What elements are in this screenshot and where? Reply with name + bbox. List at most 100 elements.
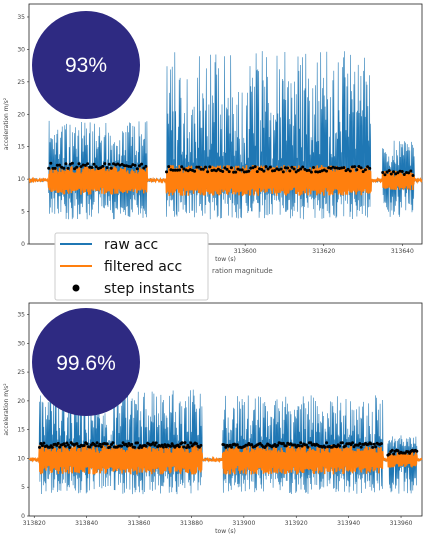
step-point <box>288 169 292 173</box>
step-point <box>63 444 67 448</box>
step-point <box>396 171 400 175</box>
step-point <box>314 170 318 174</box>
badge-circle <box>32 308 140 416</box>
step-point <box>323 445 327 449</box>
step-point <box>66 166 70 170</box>
step-point <box>62 166 66 170</box>
y-tick-label: 30 <box>17 340 25 347</box>
step-point <box>343 444 347 448</box>
step-point <box>182 445 186 449</box>
step-point <box>105 166 109 170</box>
step-point <box>208 165 212 169</box>
step-point <box>329 166 333 170</box>
step-point <box>353 165 357 169</box>
series-step-instants <box>38 441 419 457</box>
step-point <box>88 445 92 449</box>
x-tick-label: 313900 <box>232 520 255 527</box>
step-point <box>111 441 115 445</box>
step-point <box>94 444 98 448</box>
y-tick-label: 0 <box>21 513 25 520</box>
step-point <box>50 445 54 449</box>
y-tick-label: 10 <box>17 455 25 462</box>
step-point <box>235 443 239 447</box>
step-point <box>105 442 109 446</box>
step-point <box>140 162 144 166</box>
step-point <box>101 164 105 168</box>
step-point <box>137 164 141 168</box>
step-point <box>262 169 266 173</box>
step-point <box>129 165 133 169</box>
legend-label-steps: step instants <box>104 281 195 297</box>
step-point <box>56 441 60 445</box>
step-point <box>199 167 203 171</box>
step-point <box>255 170 259 174</box>
step-point <box>305 443 308 447</box>
step-point <box>107 162 111 166</box>
step-point <box>42 441 46 445</box>
step-point <box>86 162 90 166</box>
step-point <box>201 167 205 171</box>
step-point <box>51 166 55 170</box>
step-point <box>53 166 57 170</box>
step-point <box>120 444 124 448</box>
step-point <box>225 167 229 171</box>
x-tick-label: 313820 <box>23 520 46 527</box>
step-point <box>136 441 139 445</box>
step-point <box>390 448 394 452</box>
step-point <box>312 166 315 169</box>
step-point <box>153 443 157 447</box>
step-point <box>260 168 264 171</box>
step-point <box>47 166 51 170</box>
step-point <box>264 165 268 169</box>
step-point <box>195 442 198 446</box>
x-tick-label: 313860 <box>128 520 151 527</box>
step-point <box>183 441 187 445</box>
legend-frame <box>54 232 209 301</box>
step-point <box>398 169 402 173</box>
step-point <box>73 167 77 171</box>
step-point <box>392 452 396 456</box>
step-point <box>238 168 242 172</box>
legend-label-filtered: filtered acc <box>104 259 182 275</box>
step-point <box>83 163 87 167</box>
y-tick-label: 20 <box>17 398 25 405</box>
step-point <box>103 162 107 166</box>
step-point <box>133 445 137 449</box>
badge-value: 99.6% <box>56 352 116 375</box>
step-point <box>142 166 146 170</box>
step-point <box>359 166 363 170</box>
step-point <box>351 441 355 445</box>
step-point <box>383 173 387 177</box>
x-tick-label: 313940 <box>337 520 360 527</box>
step-point <box>281 441 285 445</box>
step-point <box>85 442 89 446</box>
x-tick-label: 313640 <box>391 248 414 255</box>
step-point <box>222 443 226 447</box>
step-point <box>411 174 415 177</box>
step-point <box>39 442 43 445</box>
step-point <box>250 443 254 447</box>
step-point <box>346 167 350 171</box>
y-tick-label: 35 <box>17 312 25 319</box>
step-point <box>177 445 181 449</box>
step-point <box>229 166 233 170</box>
step-point <box>253 165 257 169</box>
step-point <box>299 167 303 171</box>
step-point <box>170 442 174 446</box>
step-point <box>151 441 155 445</box>
step-point <box>178 168 181 172</box>
step-point <box>338 444 342 448</box>
step-point <box>396 449 400 453</box>
step-point <box>358 442 362 446</box>
legend-swatch-steps <box>72 284 80 292</box>
step-point <box>247 169 251 173</box>
y-tick-label: 20 <box>17 111 25 118</box>
step-point <box>90 166 94 169</box>
step-point <box>99 445 103 449</box>
x-axis-label: tow (s) <box>215 256 236 263</box>
step-point <box>305 169 309 172</box>
step-point <box>204 165 207 169</box>
y-tick-label: 15 <box>17 144 25 151</box>
y-tick-label: 5 <box>21 209 25 216</box>
step-point <box>309 441 313 445</box>
